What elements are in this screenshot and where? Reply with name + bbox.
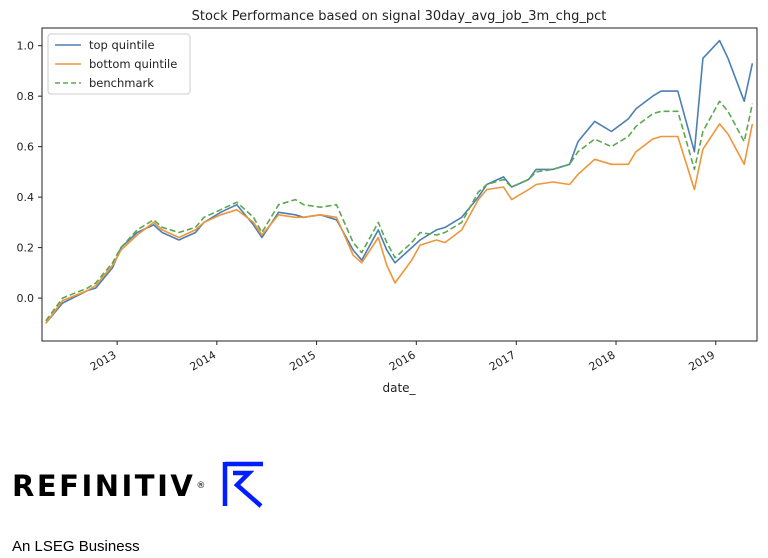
y-tick-label: 0.8 (17, 90, 35, 103)
refinitiv-brand: REFINITIV ® (12, 460, 267, 512)
legend-box (47, 33, 191, 95)
x-tick-label: 2017 (487, 348, 518, 373)
series-lines (45, 39, 754, 324)
y-tick-label: 0.6 (17, 141, 35, 154)
plot-frame (41, 27, 758, 342)
series-line-benchmark (45, 100, 754, 322)
x-tick-label: 2019 (686, 348, 717, 373)
chart-title: Stock Performance based on signal 30day_… (192, 9, 607, 24)
x-tick-label: 2018 (587, 348, 618, 373)
x-axis-title: date_ (382, 381, 416, 395)
brand-wordmark: REFINITIV (12, 469, 196, 503)
line-chart: Stock Performance based on signal 30day_… (17, 9, 758, 395)
y-axis: 0.0 0.2 0.4 0.6 0.8 1.0 (17, 40, 42, 305)
x-tick-label: 2015 (287, 348, 318, 373)
refinitiv-r-logo-icon (219, 460, 267, 512)
legend-label-benchmark: benchmark (89, 76, 154, 90)
series-line-top-quintile (45, 39, 754, 324)
series-line-bottom-quintile (45, 123, 754, 324)
y-tick-label: 1.0 (17, 40, 35, 53)
legend: top quintile bottom quintile benchmark (47, 33, 191, 95)
x-axis: 2013 2014 2015 2016 2017 2018 2019 (88, 341, 717, 374)
x-tick-label: 2016 (387, 348, 418, 373)
y-tick-label: 0.4 (17, 191, 35, 204)
y-tick-label: 0.0 (17, 292, 35, 305)
brand-tagline: An LSEG Business (12, 538, 140, 555)
legend-label-bottom-quintile: bottom quintile (89, 57, 177, 71)
legend-label-top-quintile: top quintile (89, 38, 155, 52)
x-tick-label: 2014 (188, 348, 219, 373)
x-tick-label: 2013 (88, 348, 119, 373)
registered-mark: ® (196, 481, 206, 491)
y-tick-label: 0.2 (17, 242, 35, 255)
